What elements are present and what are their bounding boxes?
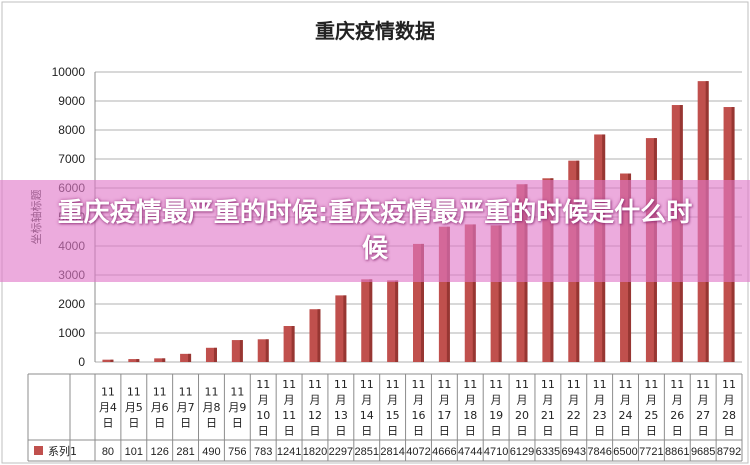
overlay-banner: 重庆疫情最严重的时候:重庆疫情最严重的时候是什么时候 — [0, 180, 750, 282]
x-tick-label: 11 月 14 日 — [360, 378, 374, 438]
bar — [335, 295, 347, 362]
bar-shade — [239, 340, 243, 362]
legend-label: 系列1 — [48, 444, 77, 458]
data-label: 8792 — [717, 446, 741, 458]
y-tick-label: 8000 — [58, 123, 85, 137]
bar — [387, 280, 399, 362]
x-tick-label: 11 月 16 日 — [412, 378, 426, 438]
x-tick-label: 11 月 20 日 — [515, 378, 529, 438]
bar-shade — [136, 359, 140, 362]
bar-shade — [317, 309, 321, 362]
chart-title: 重庆疫情数据 — [315, 19, 435, 43]
x-tick-label: 11 月 12 日 — [308, 378, 322, 438]
data-label: 4744 — [458, 446, 482, 458]
bar-shade — [498, 225, 502, 362]
bar-shade — [446, 226, 450, 362]
bar-shade — [110, 359, 114, 362]
x-tick-label: 11 月 10 日 — [256, 378, 270, 438]
x-tick-label: 11 月7 日 — [177, 386, 195, 430]
data-label: 101 — [125, 446, 143, 458]
x-tick-label: 11 月 18 日 — [463, 378, 477, 438]
x-tick-label: 11 月6 日 — [151, 386, 169, 430]
x-tick-label: 11 月 19 日 — [489, 378, 503, 438]
bar — [154, 358, 166, 362]
x-tick-label: 11 月 28 日 — [722, 378, 736, 438]
x-tick-label: 11 月 22 日 — [567, 378, 581, 438]
bar-shade — [343, 295, 347, 362]
bar — [438, 226, 450, 362]
bar — [283, 326, 295, 362]
bar — [413, 243, 424, 362]
y-tick-label: 2000 — [58, 297, 85, 311]
data-label: 2851 — [354, 446, 378, 458]
bar-shade — [472, 224, 476, 362]
bar-shade — [213, 347, 217, 362]
data-label: 4072 — [406, 446, 430, 458]
data-label: 490 — [202, 446, 220, 458]
data-label: 1820 — [303, 446, 327, 458]
bar — [361, 279, 373, 362]
data-label: 6500 — [613, 446, 637, 458]
bar — [180, 353, 192, 362]
bar-shade — [395, 280, 399, 362]
bar — [309, 309, 321, 362]
data-label: 7846 — [587, 446, 611, 458]
x-tick-label: 11 月 27 日 — [696, 378, 710, 438]
bar — [231, 340, 243, 362]
x-tick-label: 11 月 11 日 — [282, 378, 296, 438]
data-label: 1241 — [277, 446, 301, 458]
x-tick-label: 11 月5 日 — [125, 386, 143, 430]
x-tick-label: 11 月 17 日 — [437, 378, 451, 438]
y-tick-label: 1000 — [58, 326, 85, 340]
data-label: 80 — [102, 446, 114, 458]
data-label: 281 — [176, 446, 194, 458]
bar-shade — [369, 279, 373, 362]
data-label: 126 — [151, 446, 169, 458]
bar-shade — [421, 243, 424, 362]
x-tick-label: 11 月9 日 — [228, 386, 246, 430]
data-label: 8861 — [665, 446, 689, 458]
x-tick-label: 11 月 13 日 — [334, 378, 348, 438]
y-tick-label: 10000 — [52, 65, 86, 79]
x-tick-label: 11 月8 日 — [202, 386, 220, 430]
data-label: 4710 — [484, 446, 508, 458]
x-tick-label: 11 月 21 日 — [541, 378, 555, 438]
data-label: 756 — [228, 446, 246, 458]
data-label: 4666 — [432, 446, 456, 458]
bar — [205, 347, 217, 362]
y-tick-label: 7000 — [58, 152, 85, 166]
x-tick-label: 11 月 26 日 — [670, 378, 684, 438]
bar-shade — [265, 339, 269, 362]
bar — [490, 225, 502, 362]
x-tick-label: 11 月4 日 — [99, 386, 117, 430]
y-tick-label: 9000 — [58, 94, 85, 108]
x-tick-label: 11 月 25 日 — [644, 378, 658, 438]
bar-shade — [188, 353, 192, 362]
bar-shade — [162, 358, 166, 362]
data-label: 6335 — [536, 446, 560, 458]
bar — [102, 359, 114, 362]
x-tick-label: 11 月 23 日 — [593, 378, 607, 438]
bar — [257, 339, 269, 362]
data-label: 9685 — [691, 446, 715, 458]
overlay-headline: 重庆疫情最严重的时候:重庆疫情最严重的时候是什么时候 — [57, 198, 693, 264]
data-label: 6129 — [510, 446, 534, 458]
bar — [128, 359, 140, 362]
data-label: 7721 — [639, 446, 663, 458]
data-label: 6943 — [562, 446, 586, 458]
bar — [464, 224, 476, 362]
bar-shade — [291, 326, 295, 362]
legend-swatch — [34, 446, 43, 455]
data-label: 783 — [254, 446, 272, 458]
data-label: 2814 — [380, 446, 404, 458]
y-tick-label: 0 — [78, 355, 85, 369]
x-tick-label: 11 月 15 日 — [386, 378, 400, 438]
x-tick-label: 11 月 24 日 — [619, 378, 633, 438]
data-label: 2297 — [329, 446, 353, 458]
